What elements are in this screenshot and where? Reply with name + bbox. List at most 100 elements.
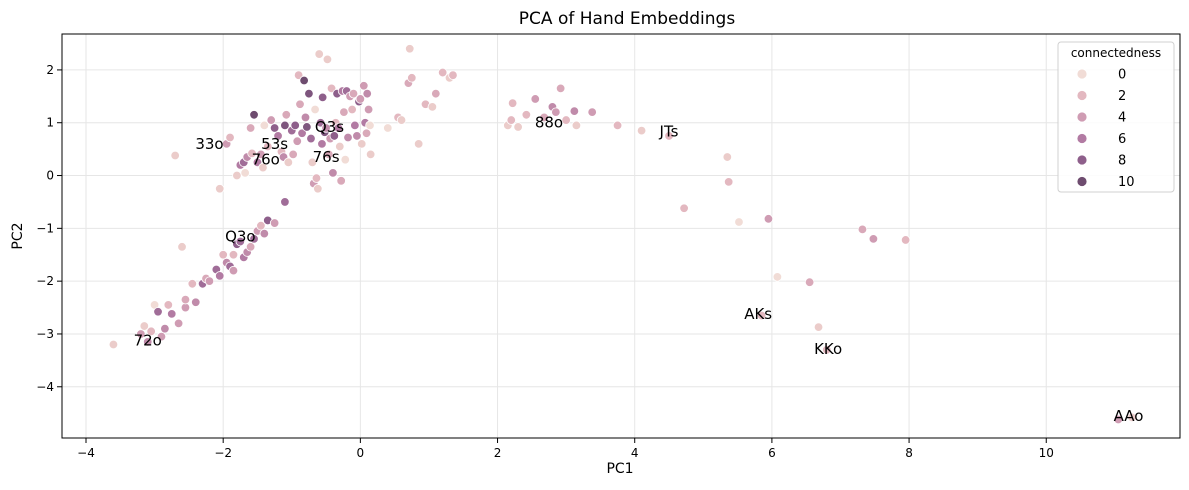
point-annotation: Q3s [315,118,344,136]
scatter-point [333,123,344,133]
legend-label: 10 [1118,175,1135,190]
scatter-point [900,235,911,245]
y-tick-label: −3 [36,327,54,341]
scatter-point [352,131,362,141]
scatter-point [311,173,322,183]
scatter-point [317,139,327,149]
scatter-point [108,339,119,350]
scatter-point [405,44,415,54]
legend-label: 0 [1118,68,1126,83]
scatter-point [228,250,239,260]
scatter-point [249,234,259,244]
scatter-point [259,228,270,239]
point-annotation: 33o [195,135,223,153]
legend-entries: 0 2 4 6 8 10 [1076,68,1135,190]
scatter-point [170,150,180,161]
scatter-point [383,123,393,133]
legend-label: 4 [1118,111,1126,126]
scatter-point [173,318,184,329]
point-annotation: KKo [814,340,842,358]
y-tick-label: −4 [36,380,54,394]
scatter-point [363,104,374,115]
scatter-point [569,106,580,116]
scatter-point [322,54,333,65]
scatter-point [136,329,146,339]
scatter-point [307,157,318,168]
point-annotation: AAo [1114,407,1144,425]
scatter-point [328,168,338,178]
x-tick-label: 10 [1039,446,1054,460]
legend-label: 8 [1118,154,1126,169]
scatter-point [139,321,150,331]
scatter-point [317,92,328,103]
scatter-point [521,110,532,120]
scatter-point [280,120,290,131]
scatter-point [679,203,689,213]
scatter-point [163,300,174,310]
scatter-point [347,104,357,115]
scatter-point [167,309,177,319]
scatter-point [306,133,316,144]
scatter-point [245,123,256,133]
legend-marker [1076,111,1088,123]
y-tick-label: 1 [46,116,54,130]
scatter-point [218,250,228,260]
scatter-point [413,139,424,149]
scatter-point [329,131,339,141]
scatter-point [365,149,376,160]
scatter-point [321,123,331,133]
scatter-point [310,104,320,115]
point-annotation: 88o [535,114,563,132]
scatter-point [180,294,191,305]
legend-label: 6 [1118,132,1126,147]
y-tick-label: 2 [46,63,54,77]
scatter-point [723,177,734,187]
scatter-point [437,67,448,78]
point-annotation: 76o [252,151,280,169]
legend-marker [1076,90,1088,101]
point-annotations: 33o 53s Q3s 76o 76s 88o JTs Q3o 72o AKs KKo AAo [134,114,1144,425]
y-axis-ticks: −4 −3 −2 −1 0 1 2 [36,63,62,394]
point-annotation: 72o [134,331,162,349]
legend-label: 2 [1118,89,1126,104]
scatter-point [350,120,360,131]
scatter-point [281,110,291,120]
scatter-point [361,128,372,138]
scatter-point [664,131,674,141]
scatter-point [143,337,153,347]
scatter-point [756,310,767,321]
legend-box [1057,41,1175,193]
scatter-point [813,322,824,332]
scatter-point [868,234,879,244]
scatter-point [266,115,276,125]
scatter-point [587,107,597,117]
scatter-point [215,184,225,194]
point-annotation: 53s [261,135,288,153]
scatter-point [314,49,324,59]
scatter-point [313,184,323,194]
y-tick-label: −1 [36,221,54,235]
chart-title: PCA of Hand Embeddings [519,9,736,29]
scatter-point [734,217,744,227]
x-axis-ticks: −4 −2 0 2 4 6 8 10 [77,438,1054,460]
scatter-point [258,162,268,173]
scatter-point [280,197,290,207]
scatter-point [259,120,270,131]
scatter-point [571,120,582,131]
scatter-point [507,98,518,108]
scatter-point [240,168,250,178]
x-tick-label: 6 [768,446,776,460]
scatter-point [396,115,407,125]
scatter-point [299,75,309,86]
scatter-point [187,279,198,289]
scatter-point [288,149,298,160]
x-axis-label: PC1 [606,461,633,477]
scatter-point [722,152,733,162]
scatter-point [1127,412,1137,423]
scatter-point [177,242,187,252]
scatter-point [300,112,311,123]
scatter-point [365,120,375,131]
scatter-point [612,120,623,131]
scatter-point [256,221,266,231]
